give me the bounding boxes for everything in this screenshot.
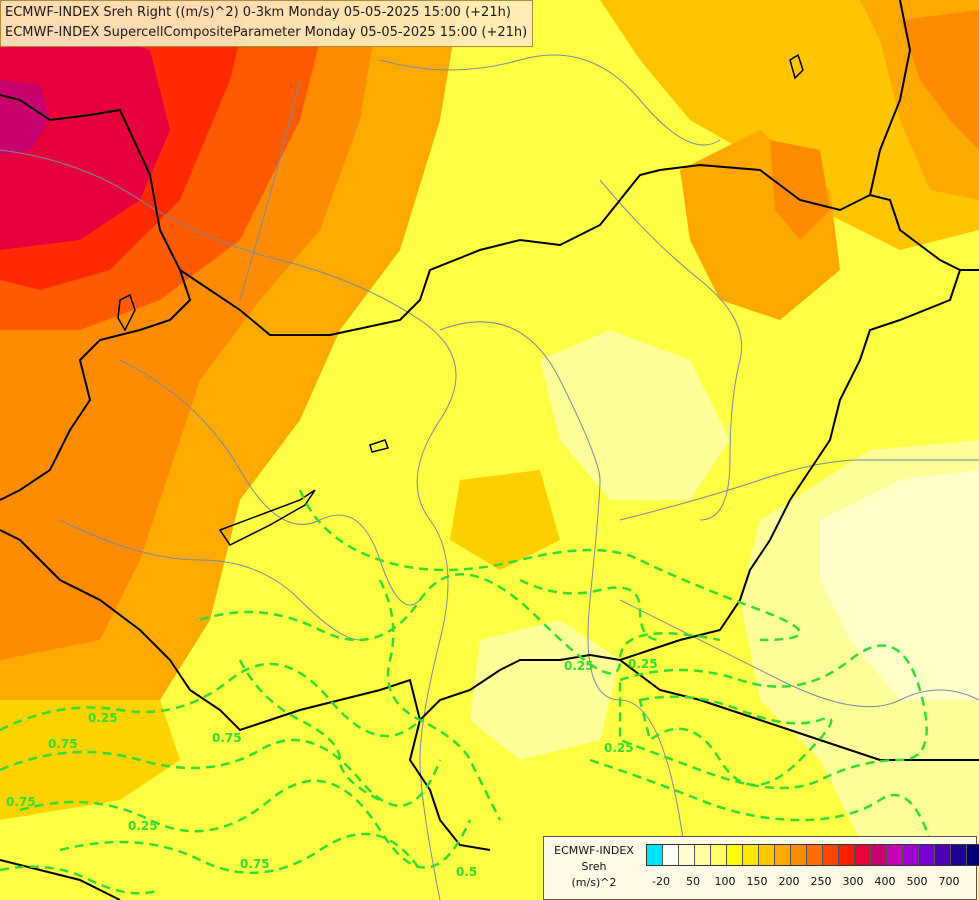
lake-outline bbox=[218, 489, 316, 546]
legend-swatch bbox=[807, 845, 823, 865]
legend-swatch bbox=[855, 845, 871, 865]
legend-swatch bbox=[727, 845, 743, 865]
contour-label: 0.75 bbox=[240, 857, 270, 871]
legend-swatch bbox=[823, 845, 839, 865]
legend-swatch bbox=[967, 845, 979, 865]
contour-line bbox=[519, 578, 661, 642]
legend-tick-label: -20 bbox=[652, 875, 670, 888]
contour-line bbox=[238, 659, 381, 802]
border-line bbox=[408, 269, 961, 851]
legend-colorbar bbox=[646, 844, 979, 866]
legend-title: ECMWF-INDEX Sreh (m/s)^2 bbox=[546, 843, 642, 891]
contour-labels: 0.25 0.25 0.75 0.75 0.25 0.75 0.25 0.5 0… bbox=[6, 657, 658, 879]
lake-outline bbox=[117, 293, 136, 332]
legend-tick-label: 250 bbox=[810, 875, 832, 888]
field-pale-south bbox=[470, 620, 620, 760]
legend-swatch bbox=[775, 845, 791, 865]
field-paler-southeast bbox=[820, 470, 979, 700]
legend-swatch bbox=[743, 845, 759, 865]
map-title-secondary: ECMWF-INDEX SupercellCompositeParameter … bbox=[5, 25, 528, 40]
contour-line bbox=[0, 865, 161, 895]
legend-tick-label: 200 bbox=[778, 875, 800, 888]
river-line bbox=[239, 79, 301, 301]
field-pale-central bbox=[540, 330, 730, 500]
contour-label: 0.25 bbox=[564, 659, 594, 673]
contour-label: 0.25 bbox=[88, 711, 118, 725]
river-line bbox=[119, 359, 421, 606]
color-legend: ECMWF-INDEX Sreh (m/s)^2 -20 50 100 150 200 2… bbox=[543, 836, 979, 900]
border-line bbox=[0, 529, 421, 732]
map-title-primary: ECMWF-INDEX Sreh Right ((m/s)^2) 0-3km M… bbox=[5, 5, 511, 20]
legend-swatch bbox=[887, 845, 903, 865]
scp-contours bbox=[0, 489, 932, 895]
river-line bbox=[599, 179, 743, 521]
lake-outline bbox=[369, 439, 389, 453]
legend-swatch bbox=[711, 845, 727, 865]
legend-tick-label: 700 bbox=[938, 875, 960, 888]
legend-swatch bbox=[791, 845, 807, 865]
legend-swatch bbox=[871, 845, 887, 865]
contour-label: 0.25 bbox=[128, 819, 158, 833]
contour-label: 0.75 bbox=[212, 731, 242, 745]
river-line bbox=[439, 321, 700, 900]
legend-tick-label: 300 bbox=[842, 875, 864, 888]
contour-line bbox=[59, 832, 422, 875]
river-line bbox=[379, 54, 721, 146]
contour-line bbox=[199, 573, 721, 675]
contour-line bbox=[0, 738, 442, 807]
legend-swatch bbox=[679, 845, 695, 865]
contour-line bbox=[378, 579, 502, 821]
sreh-field bbox=[0, 0, 979, 840]
legend-title-parameter: Sreh bbox=[581, 860, 607, 873]
field-orange-southwest bbox=[0, 700, 180, 820]
field-darkorange-northeast bbox=[900, 10, 979, 150]
river-line bbox=[0, 149, 457, 900]
contour-line bbox=[0, 662, 421, 738]
legend-swatch bbox=[951, 845, 967, 865]
river-line bbox=[59, 519, 361, 641]
contour-line bbox=[19, 779, 472, 869]
legend-title-model: ECMWF-INDEX bbox=[554, 844, 634, 857]
legend-tick-label: 150 bbox=[746, 875, 768, 888]
legend-swatch bbox=[663, 845, 679, 865]
legend-tick-label: 500 bbox=[906, 875, 928, 888]
field-orange-central bbox=[450, 470, 560, 570]
contour-line bbox=[589, 758, 932, 841]
lake-outline bbox=[789, 53, 804, 80]
border-line bbox=[0, 859, 121, 900]
contour-label: 0.75 bbox=[6, 795, 36, 809]
contour-line bbox=[638, 695, 833, 787]
legend-swatch bbox=[903, 845, 919, 865]
contour-line bbox=[618, 644, 928, 790]
field-orange-east bbox=[600, 0, 979, 250]
legend-tick-label: 50 bbox=[686, 875, 700, 888]
legend-tick-label: 400 bbox=[874, 875, 896, 888]
legend-swatch bbox=[935, 845, 951, 865]
legend-title-unit: (m/s)^2 bbox=[571, 876, 617, 889]
contour-line bbox=[298, 489, 801, 642]
contour-label: 0.75 bbox=[48, 737, 78, 751]
contour-label: 0.25 bbox=[628, 657, 658, 671]
legend-swatch bbox=[839, 845, 855, 865]
legend-tick-label: 100 bbox=[714, 875, 736, 888]
map-title-box: ECMWF-INDEX Sreh Right ((m/s)^2) 0-3km M… bbox=[0, 0, 534, 47]
river-line bbox=[619, 459, 979, 521]
legend-swatch bbox=[919, 845, 935, 865]
border-line bbox=[869, 0, 912, 196]
legend-swatch bbox=[695, 845, 711, 865]
border-line bbox=[0, 269, 192, 501]
contour-label: 0.25 bbox=[604, 741, 634, 755]
legend-swatch bbox=[647, 845, 663, 865]
contour-label: 0.5 bbox=[456, 865, 477, 879]
field-darkorange-east-mid bbox=[770, 140, 830, 240]
legend-swatch bbox=[759, 845, 775, 865]
rivers bbox=[0, 54, 979, 900]
border-line bbox=[619, 659, 979, 761]
